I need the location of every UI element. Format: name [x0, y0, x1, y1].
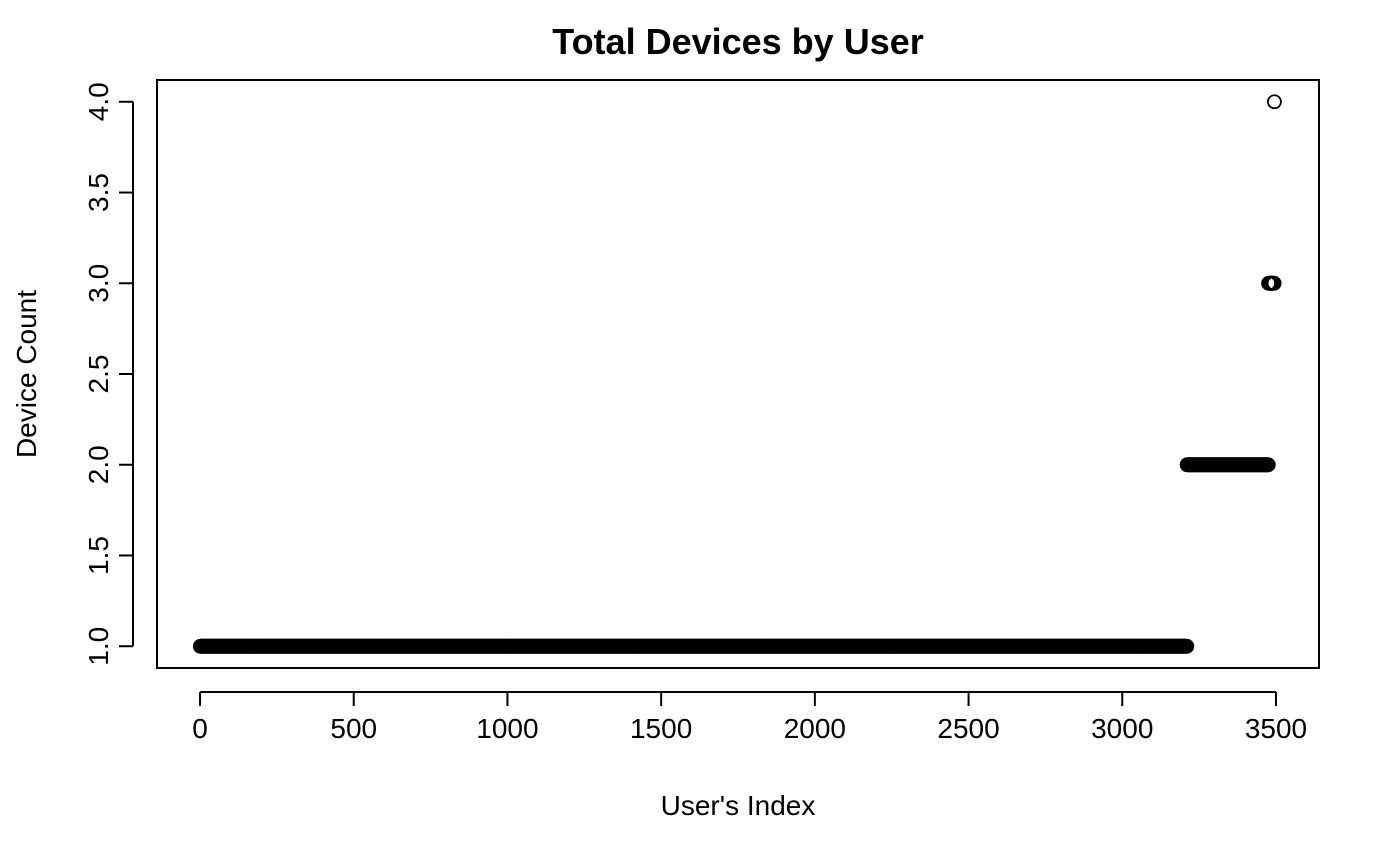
- y-tick-label: 1.0: [83, 627, 114, 666]
- data-point: [1266, 275, 1282, 291]
- x-axis: 0 500 1000 1500 2000 2500 3000 3500: [192, 691, 1307, 744]
- x-tick-label: 2500: [937, 713, 999, 744]
- y-tick-label: 3.0: [83, 264, 114, 303]
- x-tick-label: 2000: [784, 713, 846, 744]
- y-tick-label: 2.5: [83, 355, 114, 394]
- data-points: [192, 94, 1282, 654]
- y-tick-label: 1.5: [83, 536, 114, 575]
- y-axis-label: Device Count: [11, 290, 42, 458]
- plot-area-frame: [156, 79, 1320, 669]
- x-tick-label: 1000: [476, 713, 538, 744]
- x-tick-label: 1500: [630, 713, 692, 744]
- data-point: [1179, 638, 1195, 654]
- x-tick-label: 3000: [1091, 713, 1153, 744]
- data-point: [1267, 94, 1282, 110]
- y-tick-label: 4.0: [83, 82, 114, 121]
- x-tick-label: 3500: [1245, 713, 1307, 744]
- data-point: [1260, 457, 1276, 473]
- x-axis-label: User's Index: [661, 790, 816, 821]
- chart-title: Total Devices by User: [552, 21, 924, 62]
- y-tick-label: 3.5: [83, 173, 114, 212]
- x-tick-label: 500: [330, 713, 377, 744]
- y-tick-label: 2.0: [83, 445, 114, 484]
- x-tick-label: 0: [192, 713, 208, 744]
- y-axis: 1.0 1.5 2.0 2.5 3.0 3.5 4.0: [83, 82, 134, 666]
